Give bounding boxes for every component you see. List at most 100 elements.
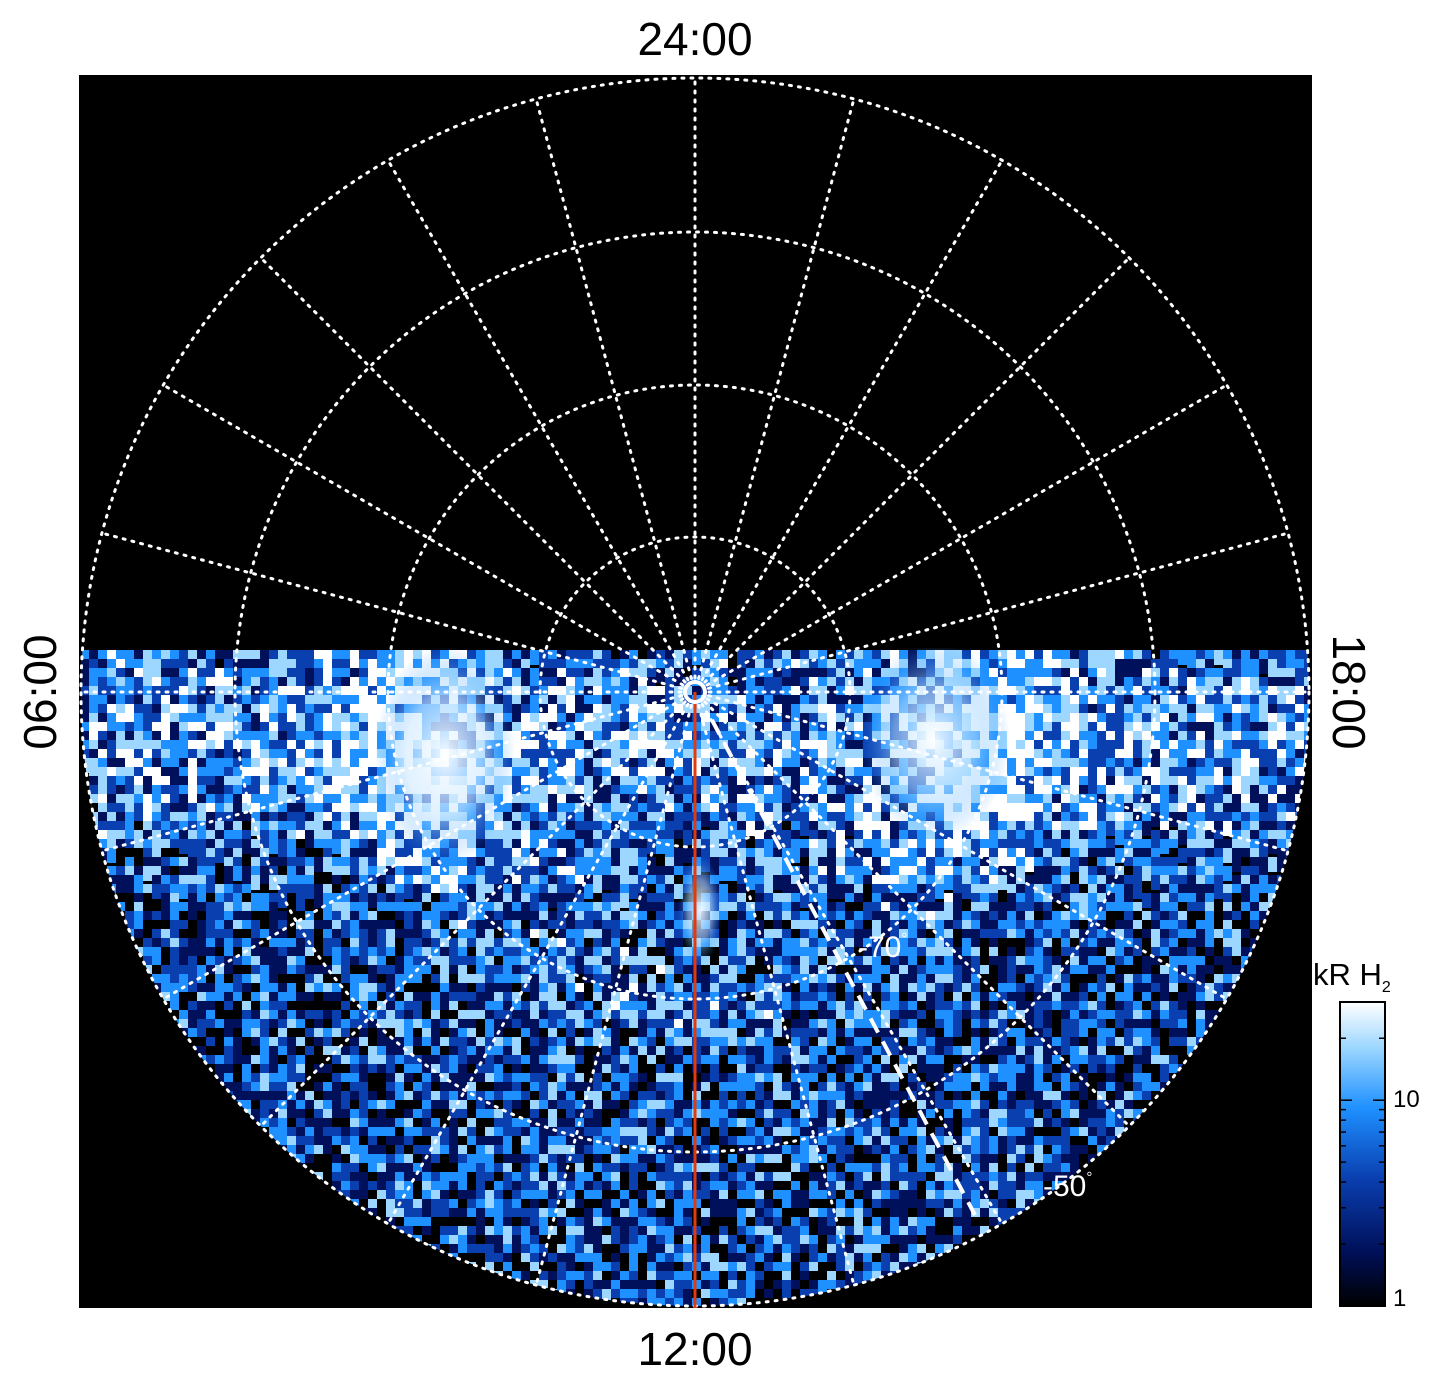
emission-pixel [305, 884, 314, 899]
emission-pixel [683, 812, 692, 827]
emission-pixel [233, 803, 242, 818]
emission-pixel [341, 677, 350, 692]
emission-pixel [1295, 713, 1304, 728]
emission-pixel [1178, 776, 1187, 791]
emission-pixel [269, 839, 278, 854]
emission-pixel [242, 695, 251, 710]
emission-pixel [917, 947, 926, 956]
emission-pixel [1160, 911, 1169, 920]
emission-pixel [260, 812, 269, 827]
emission-pixel [989, 668, 998, 683]
emission-pixel [170, 812, 179, 827]
emission-pixel [1034, 731, 1043, 746]
emission-pixel [647, 830, 656, 845]
emission-pixel [170, 704, 179, 719]
emission-pixel [1034, 965, 1043, 974]
emission-pixel [152, 740, 161, 755]
emission-pixel [242, 677, 251, 692]
emission-pixel [1250, 875, 1259, 890]
emission-pixel [593, 659, 602, 674]
emission-pixel [1007, 758, 1016, 773]
emission-pixel [809, 893, 818, 908]
emission-pixel [836, 776, 845, 791]
emission-pixel [719, 983, 728, 992]
emission-pixel [107, 659, 116, 674]
emission-pixel [629, 677, 638, 692]
emission-pixel [170, 929, 179, 938]
emission-pixel [917, 848, 926, 863]
emission-pixel [1070, 776, 1079, 791]
emission-pixel [1187, 650, 1196, 665]
emission-pixel [575, 911, 584, 920]
emission-pixel [791, 965, 800, 974]
emission-pixel [1061, 839, 1070, 854]
emission-pixel [755, 884, 764, 899]
emission-pixel [737, 974, 746, 983]
emission-pixel [89, 659, 98, 674]
emission-pixel [152, 803, 161, 818]
emission-pixel [98, 767, 107, 782]
emission-pixel [341, 857, 350, 872]
emission-pixel [1205, 965, 1214, 974]
emission-pixel [143, 659, 152, 674]
emission-pixel [593, 983, 602, 992]
emission-pixel [719, 740, 728, 755]
emission-pixel [1016, 884, 1025, 899]
emission-pixel [1241, 929, 1250, 938]
emission-pixel [1088, 677, 1097, 692]
emission-pixel [188, 722, 197, 737]
emission-pixel [503, 902, 512, 911]
emission-pixel [1079, 956, 1088, 965]
emission-pixel [611, 722, 620, 737]
emission-pixel [647, 776, 656, 791]
emission-pixel [854, 686, 863, 701]
emission-pixel [233, 911, 242, 920]
emission-pixel [512, 974, 521, 983]
emission-pixel [323, 686, 332, 701]
emission-pixel [179, 704, 188, 719]
emission-pixel [620, 677, 629, 692]
emission-pixel [926, 848, 935, 863]
emission-pixel [269, 767, 278, 782]
emission-pixel [476, 983, 485, 992]
emission-pixel [818, 830, 827, 845]
emission-pixel [764, 857, 773, 872]
emission-pixel [818, 947, 827, 956]
emission-pixel [1106, 803, 1115, 818]
emission-pixel [188, 974, 197, 983]
emission-pixel [656, 722, 665, 737]
emission-pixel [1115, 740, 1124, 755]
emission-pixel [278, 938, 287, 947]
emission-pixel [1295, 758, 1304, 773]
emission-pixel [143, 821, 152, 836]
emission-pixel [539, 911, 548, 920]
emission-pixel [278, 749, 287, 764]
emission-pixel [242, 839, 251, 854]
emission-pixel [773, 740, 782, 755]
emission-pixel [1115, 830, 1124, 845]
emission-pixel [413, 911, 422, 920]
emission-pixel [1052, 704, 1061, 719]
emission-pixel [1007, 893, 1016, 908]
emission-pixel [521, 776, 530, 791]
emission-pixel [179, 713, 188, 728]
emission-pixel [998, 974, 1007, 983]
emission-pixel [314, 650, 323, 665]
emission-pixel [872, 830, 881, 845]
emission-pixel [1214, 875, 1223, 890]
emission-pixel [593, 911, 602, 920]
emission-pixel [341, 803, 350, 818]
emission-pixel [251, 722, 260, 737]
emission-pixel [98, 731, 107, 746]
emission-pixel [233, 938, 242, 947]
emission-pixel [143, 668, 152, 683]
emission-pixel [1178, 938, 1187, 947]
emission-pixel [638, 677, 647, 692]
emission-pixel [116, 785, 125, 800]
emission-pixel [503, 677, 512, 692]
emission-pixel [620, 911, 629, 920]
emission-pixel [854, 821, 863, 836]
emission-pixel [215, 893, 224, 908]
emission-pixel [908, 830, 917, 845]
emission-pixel [719, 812, 728, 827]
